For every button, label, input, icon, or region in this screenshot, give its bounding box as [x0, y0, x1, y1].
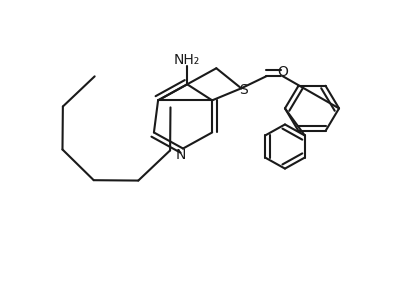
Text: O: O	[277, 65, 288, 79]
Text: N: N	[176, 148, 186, 162]
Text: NH₂: NH₂	[174, 53, 201, 67]
Text: S: S	[239, 83, 248, 97]
